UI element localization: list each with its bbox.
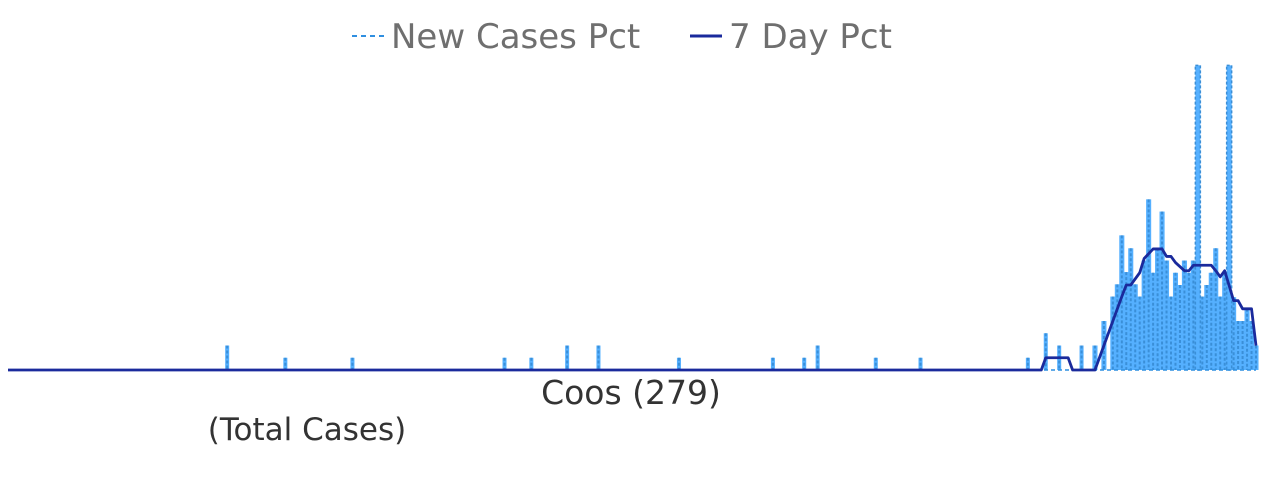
new-cases-bar [1181, 260, 1187, 370]
new-cases-legend-label: New Cases Pct [391, 17, 640, 57]
new-cases-bar [1190, 260, 1196, 370]
new-cases-bar [1043, 333, 1048, 370]
new-cases-bar [1235, 321, 1241, 370]
new-cases-bar [1222, 272, 1228, 370]
new-cases-bar [1248, 321, 1255, 370]
new-cases-bars [225, 64, 1259, 371]
new-cases-bar [1186, 272, 1192, 370]
new-cases-bar [1123, 272, 1129, 370]
county-label: Coos (279) [541, 373, 721, 412]
new-cases-bar [1172, 272, 1179, 370]
new-cases-bar [1164, 260, 1170, 370]
total-cases-subtitle: (Total Cases) [208, 412, 406, 448]
new-cases-bar [1141, 260, 1147, 370]
new-cases-bar [1159, 211, 1165, 370]
new-cases-peak-bar [1194, 64, 1202, 371]
new-cases-bar [1240, 321, 1246, 370]
seven-day-legend-label: 7 Day Pct [729, 17, 892, 57]
new-cases-bar [1208, 272, 1214, 370]
new-cases-peak-bar [1225, 64, 1233, 371]
seven-day-line [8, 247, 1258, 372]
new-cases-bar [1150, 272, 1156, 370]
legend: New Cases Pct 7 Day Pct [352, 17, 892, 57]
line-layer [8, 247, 1258, 372]
